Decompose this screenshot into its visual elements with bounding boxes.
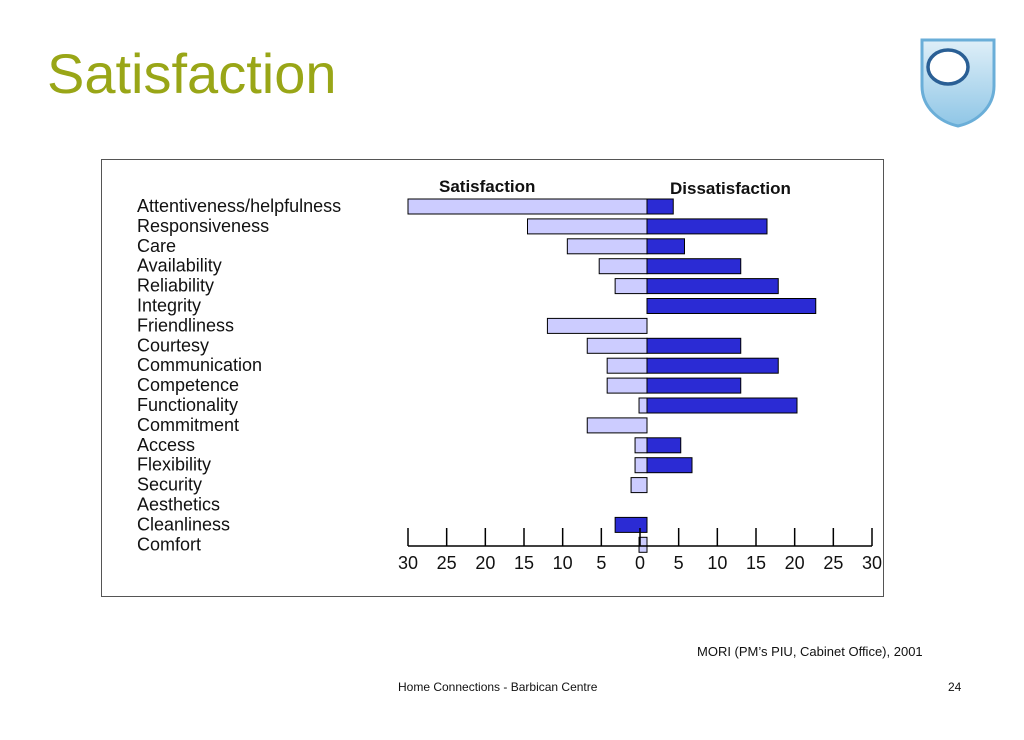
category-label: Comfort [137,534,201,554]
diverging-bar-chart: Attentiveness/helpfulnessResponsivenessC… [137,177,882,573]
dissatisfaction-bar [646,377,742,394]
x-tick-label: 0 [635,553,645,573]
satisfaction-bar [586,417,648,434]
x-tick-label: 25 [437,553,457,573]
category-label: Communication [137,355,262,375]
series-header-dissatisfaction: Dissatisfaction [670,179,791,198]
x-tick-label: 15 [746,553,766,573]
x-tick-label: 30 [398,553,418,573]
satisfaction-bar [546,317,648,334]
category-label: Attentiveness/helpfulness [137,196,341,216]
footer-text: Home Connections - Barbican Centre [398,680,598,694]
category-label: Friendliness [137,315,234,335]
satisfaction-bar [606,377,648,394]
dissatisfaction-bar [646,218,768,235]
category-label: Courtesy [137,335,209,355]
category-label: Commitment [137,415,239,435]
dissatisfaction-bar [646,357,779,374]
x-tick-label: 10 [707,553,727,573]
dissatisfaction-bar [646,457,693,474]
satisfaction-bar [630,477,648,494]
dissatisfaction-bar [646,397,798,414]
dissatisfaction-bar [646,198,674,215]
satisfaction-bar [407,198,648,215]
category-label: Care [137,236,176,256]
satisfaction-bar [614,278,648,295]
category-label: Cleanliness [137,514,230,534]
x-tick-label: 20 [785,553,805,573]
category-label: Security [137,475,202,495]
satisfaction-bar [606,357,648,374]
x-tick-label: 20 [475,553,495,573]
satisfaction-bar [634,457,648,474]
category-label: Aesthetics [137,495,220,515]
category-label: Integrity [137,296,201,316]
category-label: Competence [137,375,239,395]
x-tick-label: 15 [514,553,534,573]
slide-title: Satisfaction [47,42,337,105]
category-labels: Attentiveness/helpfulnessResponsivenessC… [137,196,341,554]
page-number: 24 [948,680,962,694]
category-label: Availability [137,256,222,276]
x-tick-label: 5 [674,553,684,573]
dissatisfaction-bar [646,437,682,454]
dissatisfaction-bar [646,298,817,314]
satisfaction-bar [566,238,648,255]
bars [407,198,817,553]
category-label: Flexibility [137,455,211,475]
series-header-satisfaction: Satisfaction [439,177,535,196]
satisfaction-bar [598,258,648,275]
x-tick-label: 5 [596,553,606,573]
satisfaction-bar [634,437,648,454]
category-label: Functionality [137,395,238,415]
source-note: MORI (PM’s PIU, Cabinet Office), 2001 [697,644,923,659]
satisfaction-bar [638,397,648,414]
category-label: Responsiveness [137,216,269,236]
category-label: Access [137,435,195,455]
dissatisfaction-bar [646,337,742,354]
x-tick-label: 30 [862,553,882,573]
category-label: Reliability [137,276,214,296]
x-axis: 30 25 20 15 10 5 0 5 10 15 20 25 30 [398,528,882,573]
dissatisfaction-bar [646,238,685,255]
open-university-shield-icon [920,38,996,128]
satisfaction-bar [586,337,648,354]
x-tick-label: 10 [553,553,573,573]
x-tick-label: 25 [823,553,843,573]
dissatisfaction-bar [646,258,742,275]
satisfaction-bar [527,218,648,235]
special-bar [614,516,648,533]
chart-frame: Attentiveness/helpfulness Responsiveness C… [101,159,884,597]
dissatisfaction-bar [646,278,779,295]
satisfaction-bar [638,536,648,553]
